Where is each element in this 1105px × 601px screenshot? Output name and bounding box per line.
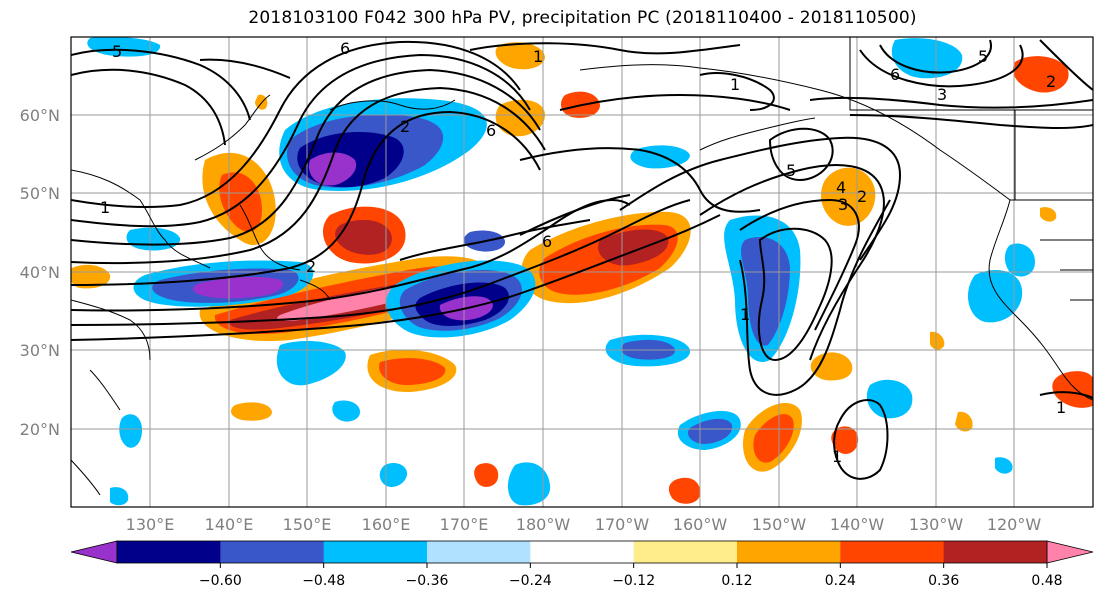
- colorbar-segment: [943, 541, 1048, 563]
- contour-label: 5: [786, 161, 796, 180]
- colorbar-tick-label: −0.60: [199, 573, 242, 589]
- contour-label: 1: [730, 75, 740, 94]
- contour-label: 1: [100, 198, 110, 217]
- colorbar-tick-label: 0.12: [721, 573, 752, 589]
- colorbar-tick-label: −0.12: [612, 573, 655, 589]
- contour-label: 1: [533, 47, 543, 66]
- colorbar-extend-high: [1046, 540, 1094, 564]
- lat-label: 30°N: [20, 341, 60, 360]
- lon-label: 160°W: [673, 515, 728, 534]
- lon-label: 170°E: [440, 515, 489, 534]
- colorbar-segment: [220, 541, 325, 563]
- lon-label: 150°E: [283, 515, 332, 534]
- colorbar-tick-label: 0.36: [928, 573, 959, 589]
- contour-label: 6: [542, 232, 552, 251]
- colorbar: −0.60 −0.48 −0.36 −0.24 −0.12 0.12 0.24 0.36 0.4…: [70, 540, 1094, 589]
- lat-label: 40°N: [20, 263, 60, 282]
- contour-label: 3: [937, 85, 947, 104]
- colorbar-tick-label: 0.48: [1031, 573, 1062, 589]
- contour-label: 2: [1046, 72, 1056, 91]
- contour-label: 2: [400, 117, 410, 136]
- colorbar-segment: [427, 541, 531, 563]
- lon-label: 180°W: [516, 515, 571, 534]
- positive-shading: [71, 42, 1093, 504]
- longitude-labels: 130°E 140°E 150°E 160°E 170°E 180°W 170°…: [126, 515, 1042, 534]
- contour-labels: 6 5 1 6 2 6 3 5 1 4 3 2 1 2 6 1 1 2 1 5: [100, 39, 1066, 466]
- contour-label: 3: [838, 195, 848, 214]
- lon-label: 160°E: [362, 515, 411, 534]
- lon-label: 150°W: [752, 515, 807, 534]
- contour-label: 5: [112, 42, 122, 61]
- colorbar-segment: [840, 541, 945, 563]
- map-area: 6 5 1 6 2 6 3 5 1 4 3 2 1 2 6 1 1 2 1 5: [71, 37, 1093, 507]
- colorbar-segment: [633, 541, 738, 563]
- colorbar-tick-label: −0.36: [406, 573, 449, 589]
- lat-label: 60°N: [20, 106, 60, 125]
- contour-label: 1: [740, 305, 750, 324]
- map-title: 2018103100 F042 300 hPa PV, precipitatio…: [248, 8, 917, 28]
- contour-label: 2: [857, 187, 867, 206]
- contour-label: 1: [1056, 398, 1066, 417]
- contour-label: 6: [340, 39, 350, 58]
- lat-label: 20°N: [20, 420, 60, 439]
- lon-label: 140°W: [830, 515, 885, 534]
- lon-label: 130°E: [126, 515, 175, 534]
- coastlines: [71, 37, 1093, 496]
- colorbar-segment: [737, 541, 841, 563]
- colorbar-frame: [116, 540, 1048, 564]
- latitude-labels: 60°N 50°N 40°N 30°N 20°N: [20, 106, 60, 439]
- pv-contours: [71, 39, 1093, 480]
- colorbar-segment: [323, 541, 428, 563]
- lon-label: 170°W: [595, 515, 650, 534]
- contour-label: 4: [836, 178, 846, 197]
- contour-label: 1: [832, 447, 842, 466]
- contour-label: 2: [306, 257, 316, 276]
- lon-label: 130°W: [909, 515, 964, 534]
- colorbar-segment: [117, 541, 221, 563]
- colorbar-segment: [530, 541, 635, 563]
- contour-label: 6: [890, 65, 900, 84]
- map-frame: [70, 36, 1094, 508]
- colorbar-tick-label: −0.24: [509, 573, 552, 589]
- lon-label: 140°E: [205, 515, 254, 534]
- lat-label: 50°N: [20, 184, 60, 203]
- graticule: [71, 37, 1093, 507]
- colorbar-tick-label: −0.48: [302, 573, 345, 589]
- contour-label: 5: [978, 47, 988, 66]
- colorbar-extend-low: [70, 540, 118, 564]
- colorbar-tick-label: 0.24: [825, 573, 856, 589]
- contour-label: 6: [486, 121, 496, 140]
- lon-label: 120°W: [987, 515, 1042, 534]
